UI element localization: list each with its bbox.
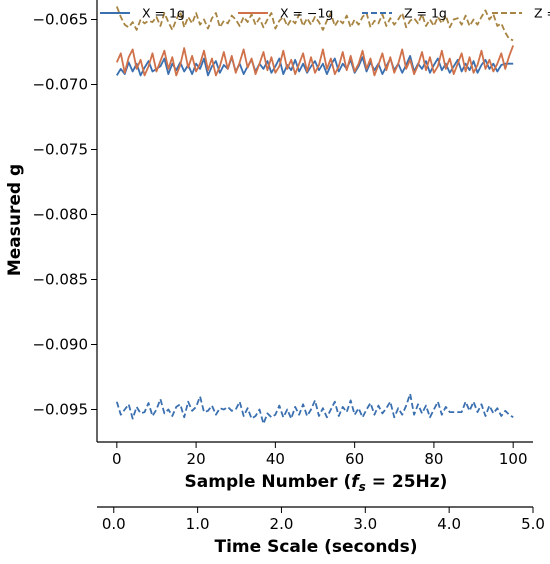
legend-label: X = 1g	[142, 6, 185, 21]
axis-frame	[96, 0, 533, 508]
x-axis-ticks: 0 20 40 60 80 100	[112, 442, 528, 468]
y-axis-title: Measured g	[5, 164, 25, 276]
legend: X = 1g X = −1g Z = 1g Z = −1g	[100, 6, 550, 21]
series-line-3	[115, 392, 514, 425]
y-tick-label: −0.090	[32, 336, 88, 354]
secondary-x-tick-label: 0.0	[102, 515, 126, 533]
secondary-x-tick-label: 1.0	[186, 515, 210, 533]
x-tick-label: 80	[424, 450, 443, 468]
legend-label: Z = 1g	[404, 6, 447, 21]
legend-label: X = −1g	[280, 6, 333, 21]
legend-label: Z = −1g	[534, 6, 550, 21]
secondary-x-tick-label: 4.0	[437, 515, 461, 533]
secondary-x-tick-label: 5.0	[521, 515, 545, 533]
x-axis-rate-text: = 25Hz)	[366, 472, 448, 492]
x-axis-title: Sample Number (fs = 25Hz)	[185, 472, 448, 494]
y-tick-label: −0.095	[32, 401, 88, 419]
x-tick-label: 40	[266, 450, 285, 468]
secondary-x-axis-title: Time Scale (seconds)	[215, 537, 418, 557]
series-line-2	[115, 45, 515, 77]
y-tick-label: −0.065	[32, 11, 88, 29]
y-tick-label: −0.080	[32, 206, 88, 224]
secondary-x-tick-label: 3.0	[353, 515, 377, 533]
x-tick-label: 20	[187, 450, 206, 468]
x-tick-label: 0	[112, 450, 122, 468]
series-line-4	[115, 6, 514, 42]
x-axis-rate-symbol: f	[351, 472, 361, 492]
y-axis-ticks: −0.065 −0.070 −0.075 −0.080 −0.085 −0.090 −0.0…	[32, 11, 97, 419]
plot-series	[115, 6, 515, 425]
y-tick-label: −0.070	[32, 76, 88, 94]
x-axis-rate-subscript: s	[359, 480, 366, 494]
x-axis-title-text: Sample Number	[185, 472, 339, 492]
x-tick-label: 100	[499, 450, 528, 468]
secondary-x-tick-label: 2.0	[270, 515, 294, 533]
secondary-x-axis-ticks: 0.0 1.0 2.0 3.0 4.0 5.0	[102, 507, 545, 533]
y-tick-label: −0.075	[32, 141, 88, 159]
y-tick-label: −0.085	[32, 271, 88, 289]
x-tick-label: 60	[345, 450, 364, 468]
